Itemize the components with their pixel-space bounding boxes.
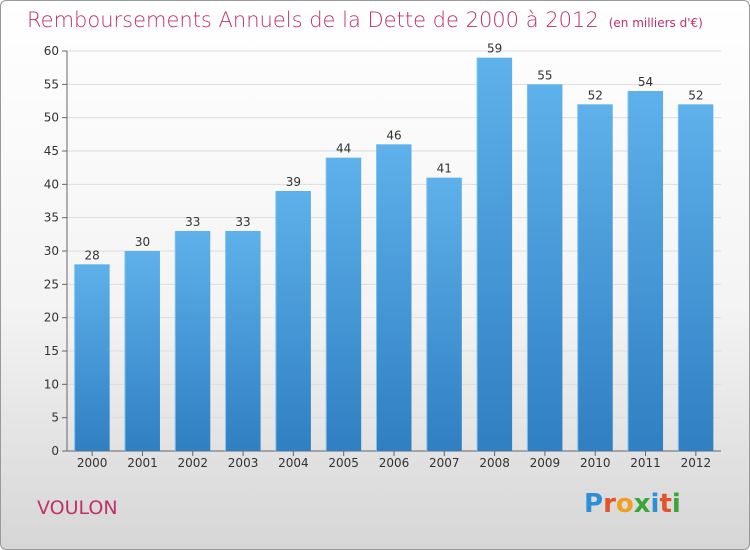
bar [477,57,513,452]
y-tick-label: 0 [51,444,59,458]
bar-value-label: 52 [588,88,603,102]
bar [74,264,110,451]
bar [527,84,563,451]
bar [326,157,362,451]
bar [175,231,211,451]
x-tick-label: 2003 [228,456,259,470]
bar [225,231,261,451]
logo-letter: o [615,489,634,519]
logo-letter: i [650,489,660,519]
y-tick-label: 60 [44,44,59,58]
bar [577,104,613,451]
x-tick-label: 2012 [681,456,712,470]
bar [678,104,714,451]
x-tick-label: 2002 [177,456,208,470]
labels: 0 5 10 15 20 25 30 35 40 45 50 55 60 28 2000 30 2001 33 20… [44,42,711,470]
chart-subtitle: (en milliers d'€) [608,16,703,30]
bar-value-label: 33 [235,215,250,229]
bar-value-label: 54 [638,75,653,89]
y-tick-label: 30 [44,244,59,258]
bar-value-label: 52 [688,88,703,102]
x-tick-label: 2011 [630,456,661,470]
x-tick-label: 2008 [479,456,510,470]
bar-value-label: 44 [336,142,351,156]
chart-title: Remboursements Annuels de la Dette de 20… [27,8,599,32]
proxiti-logo: Proxiti [584,489,681,519]
x-tick-label: 2005 [328,456,359,470]
bars [74,57,714,452]
bar [426,177,462,451]
logo-letter: i [671,489,681,519]
x-tick-label: 2006 [379,456,410,470]
x-tick-label: 2007 [429,456,460,470]
bar-value-label: 28 [85,248,100,262]
y-tick-label: 5 [51,411,59,425]
logo-letter: x [633,489,651,519]
x-tick-label: 2004 [278,456,309,470]
y-tick-label: 50 [44,111,59,125]
y-tick-label: 25 [44,277,59,291]
y-tick-label: 10 [44,377,59,391]
bar [275,191,311,451]
bar-value-label: 39 [286,175,301,189]
y-tick-label: 15 [44,344,59,358]
bar-value-label: 30 [135,235,150,249]
logo-letter: t [659,489,672,519]
bar-value-label: 41 [437,162,452,176]
x-tick-label: 2000 [77,456,108,470]
title-row: Remboursements Annuels de la Dette de 20… [27,8,703,32]
commune-name: VOULON [37,497,118,519]
y-tick-label: 55 [44,77,59,91]
bar [124,251,160,451]
bar-value-label: 59 [487,42,502,56]
x-tick-label: 2010 [580,456,611,470]
bar-value-label: 33 [185,215,200,229]
y-tick-label: 20 [44,311,59,325]
bar-value-label: 46 [386,128,401,142]
y-tick-label: 45 [44,144,59,158]
bar [628,91,664,451]
bar [376,144,412,452]
x-tick-label: 2009 [530,456,561,470]
logo-letter: P [584,489,604,519]
y-tick-label: 40 [44,177,59,191]
x-tick-label: 2001 [127,456,158,470]
bar-value-label: 55 [537,68,552,82]
logo-letter: r [603,489,616,519]
y-tick-label: 35 [44,211,59,225]
